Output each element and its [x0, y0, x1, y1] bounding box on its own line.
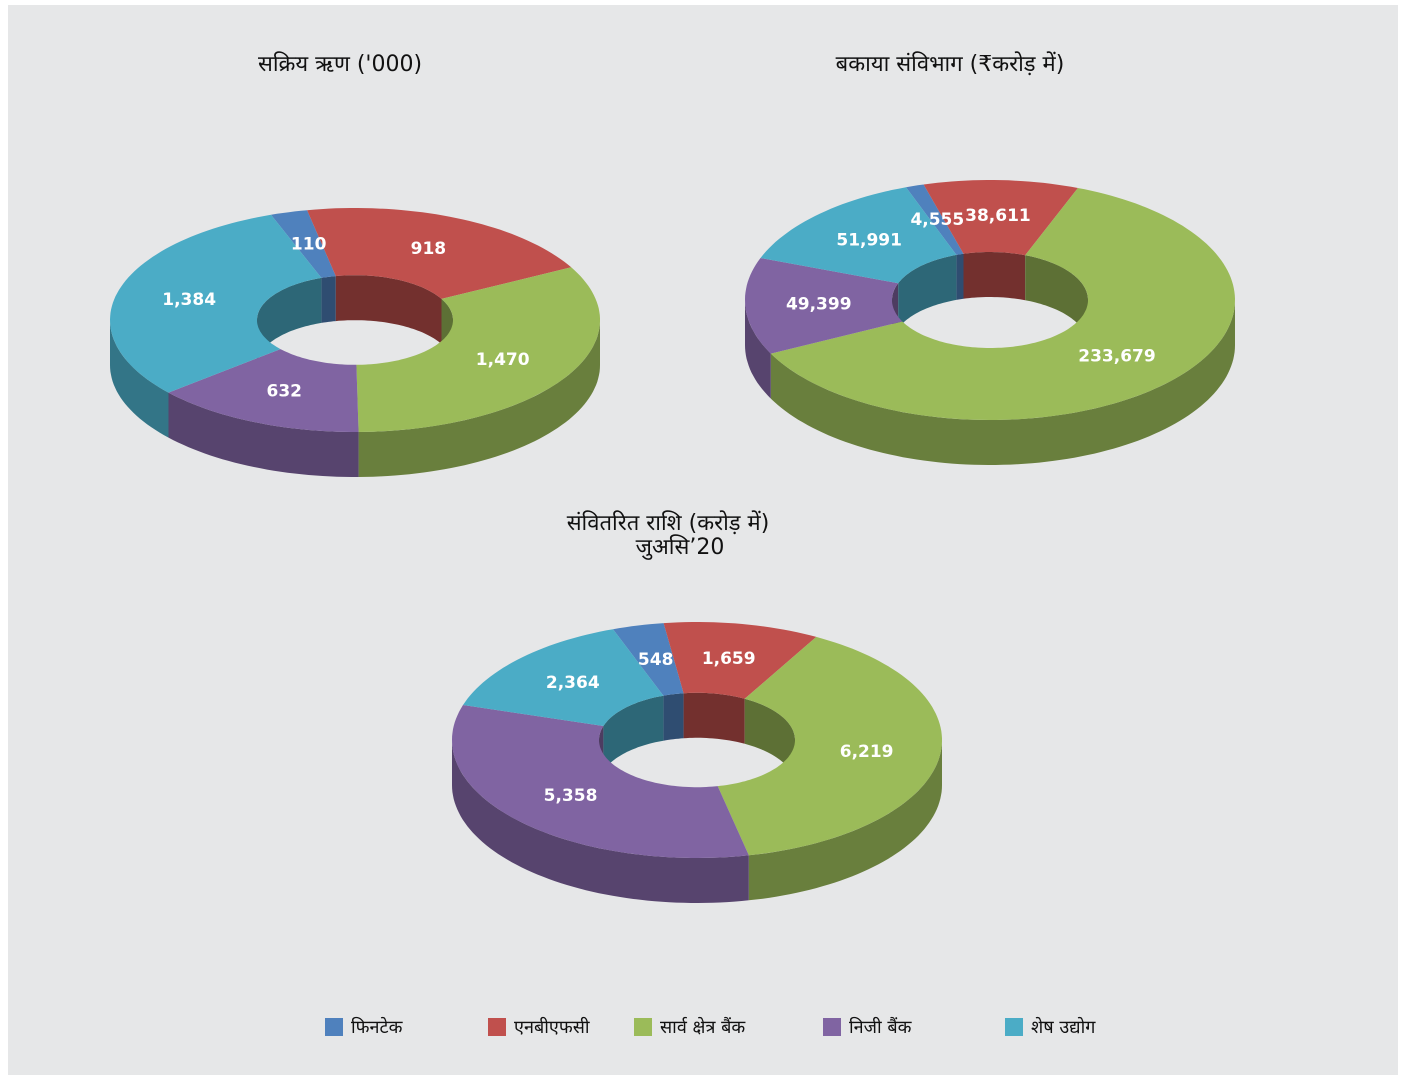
data-label: 4,555 [910, 210, 964, 230]
legend-swatch [325, 1018, 343, 1036]
legend-label: शेष उद्योग [1031, 1016, 1096, 1038]
slice-side [770, 300, 1235, 465]
slice [663, 622, 817, 699]
chart-title: सक्रिय ऋण ('000) [258, 51, 422, 77]
slice [168, 349, 359, 432]
slice-inner-wall [603, 695, 664, 771]
slice [463, 629, 664, 726]
slice-inner-wall [683, 692, 745, 744]
legend-swatch [488, 1018, 506, 1036]
legend-label: फिनटेक [351, 1016, 404, 1038]
slice [745, 258, 903, 354]
chart-title: संवितरित राशि (करोड़ में) [567, 510, 770, 536]
slice-inner-wall [744, 698, 795, 785]
data-label: 918 [411, 239, 447, 259]
slice-inner-wall [335, 275, 442, 344]
slice-inner-wall [321, 276, 336, 323]
slice [717, 636, 942, 856]
data-label: 2,364 [546, 673, 600, 693]
chart-title: बकाया संविभाग (₹करोड़ में) [836, 51, 1065, 77]
data-label: 5,358 [544, 786, 598, 806]
slice [760, 187, 957, 284]
slice [110, 214, 322, 393]
chart-subtitle: जुअसि’20 [636, 534, 725, 560]
legend-label: सार्व क्षेत्र बैंक [660, 1016, 746, 1038]
slice [906, 184, 964, 255]
data-label: 233,679 [1078, 346, 1155, 366]
legend-swatch [634, 1018, 652, 1036]
slice [613, 623, 684, 696]
legend-label: निजी बैंक [849, 1016, 913, 1038]
slice [271, 210, 336, 278]
slice-side [452, 740, 749, 903]
data-label: 1,470 [476, 350, 530, 370]
slice-side [168, 392, 359, 477]
slice-inner-wall [1025, 255, 1088, 345]
data-label: 49,399 [786, 294, 852, 314]
data-label: 110 [291, 235, 327, 255]
data-label: 1,659 [702, 649, 756, 669]
data-label: 6,219 [840, 742, 894, 762]
slice [356, 267, 600, 432]
slice-side [358, 320, 600, 477]
data-label: 548 [638, 650, 674, 670]
slice [923, 180, 1078, 256]
slice-inner-wall [663, 693, 684, 741]
data-label: 51,991 [836, 230, 902, 250]
data-label: 38,611 [965, 206, 1031, 226]
legend-label: एनबीएफसी [514, 1016, 590, 1038]
slice-side [110, 320, 169, 438]
legend-swatch [1005, 1018, 1023, 1036]
legend-swatch [823, 1018, 841, 1036]
slice-inner-wall [257, 277, 322, 365]
data-label: 1,384 [162, 290, 216, 310]
slice-side [745, 300, 771, 399]
slice [770, 188, 1235, 420]
slice-inner-wall [898, 254, 957, 329]
slice [452, 705, 749, 858]
data-label: 632 [266, 381, 302, 401]
slice-inner-wall [956, 253, 964, 300]
slice [307, 208, 572, 299]
slice-inner-wall [963, 252, 1026, 301]
slice-side [748, 740, 942, 901]
